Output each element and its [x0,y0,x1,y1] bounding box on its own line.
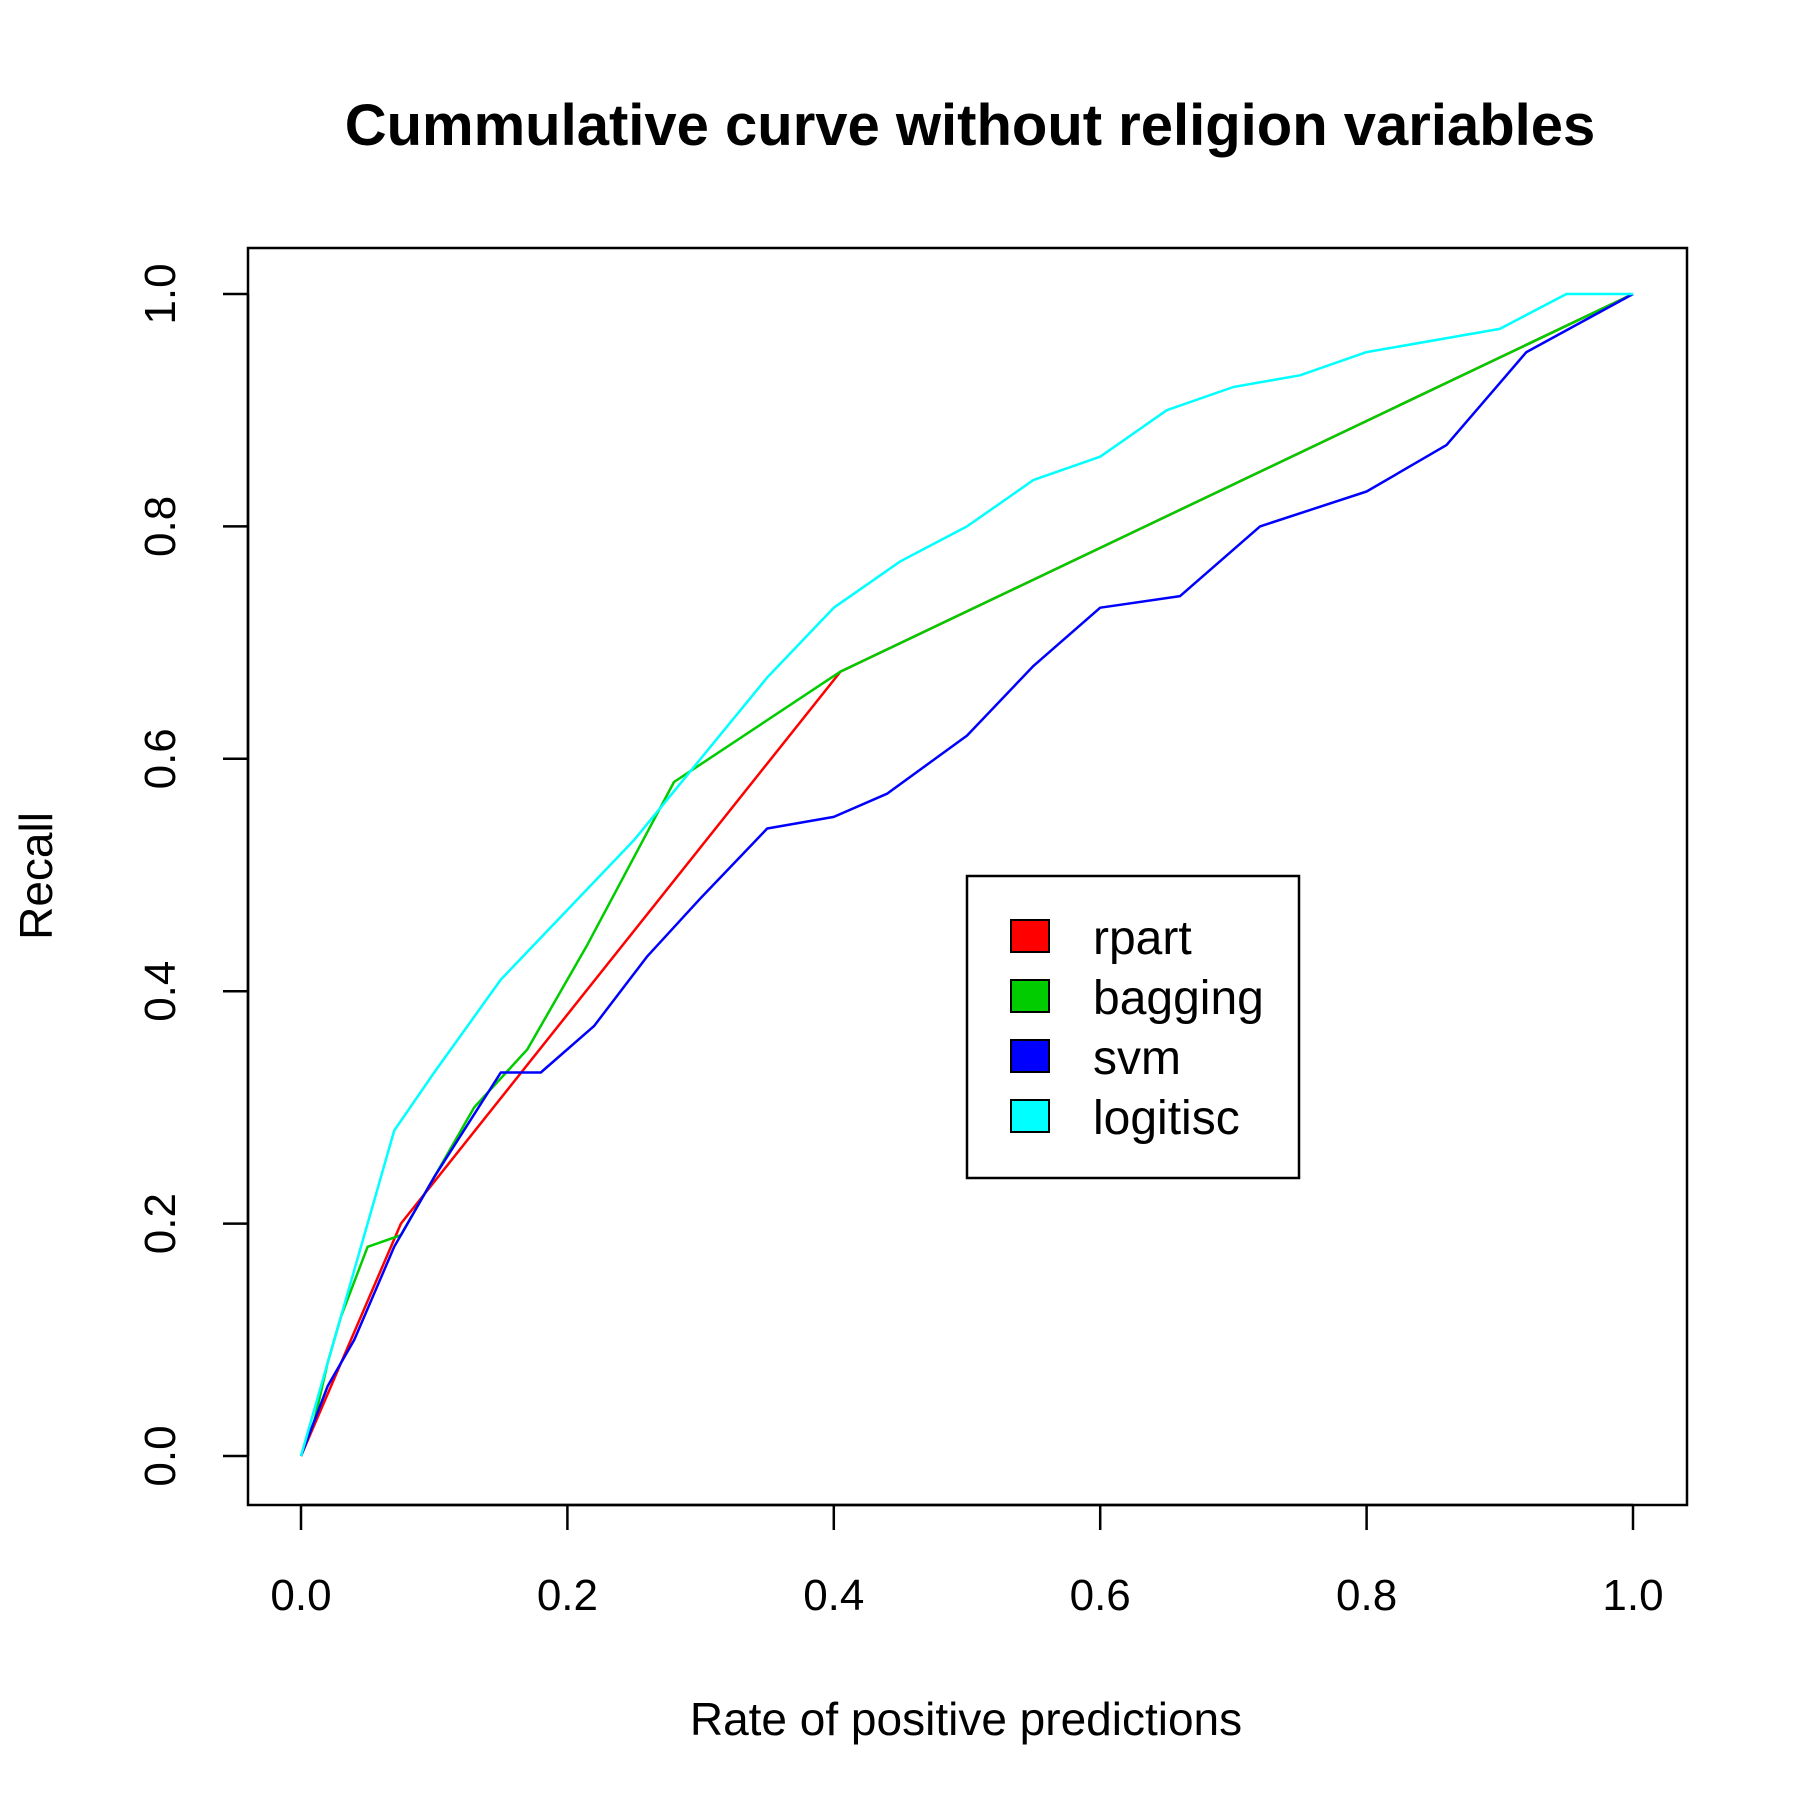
y-axis: 0.0 0.2 0.4 0.6 0.8 1.0 [136,263,250,1487]
x-tick-label: 0.2 [537,1571,598,1620]
y-tick-label: 0.0 [136,1425,185,1486]
legend-label-svm: svm [1093,1032,1181,1085]
series-line-logitisc [299,292,1633,1457]
x-tick-label: 0.4 [803,1571,864,1620]
x-tick-label: 0.8 [1336,1571,1397,1620]
legend-swatch-rpart [1010,919,1050,953]
y-tick-label: 1.0 [136,263,185,324]
legend-label-logitisc: logitisc [1093,1092,1240,1145]
x-axis: 0.0 0.2 0.4 0.6 0.8 1.0 [270,1503,1664,1620]
x-axis-title: Rate of positive predictions [690,1693,1242,1745]
y-tick-label: 0.4 [136,961,185,1022]
y-axis-title: Recall [10,812,62,940]
legend-label-bagging: bagging [1093,972,1264,1025]
legend-swatch-bagging [1010,979,1050,1013]
chart-title: Cummulative curve without religion varia… [345,93,1596,158]
legend-swatch-svm [1010,1039,1050,1073]
x-tick-label: 1.0 [1602,1571,1663,1620]
legend-swatch-logitisc [1010,1099,1050,1133]
x-tick-label: 0.0 [270,1571,331,1620]
y-tick-label: 0.8 [136,496,185,557]
legend-label-rpart: rpart [1093,912,1192,965]
legend: rpart bagging svm logitisc [965,874,1301,1180]
series-layer [299,292,1634,1457]
series-line-svm [299,292,1634,1457]
x-tick-label: 0.6 [1070,1571,1131,1620]
y-tick-label: 0.2 [136,1193,185,1254]
y-tick-label: 0.6 [136,728,185,789]
